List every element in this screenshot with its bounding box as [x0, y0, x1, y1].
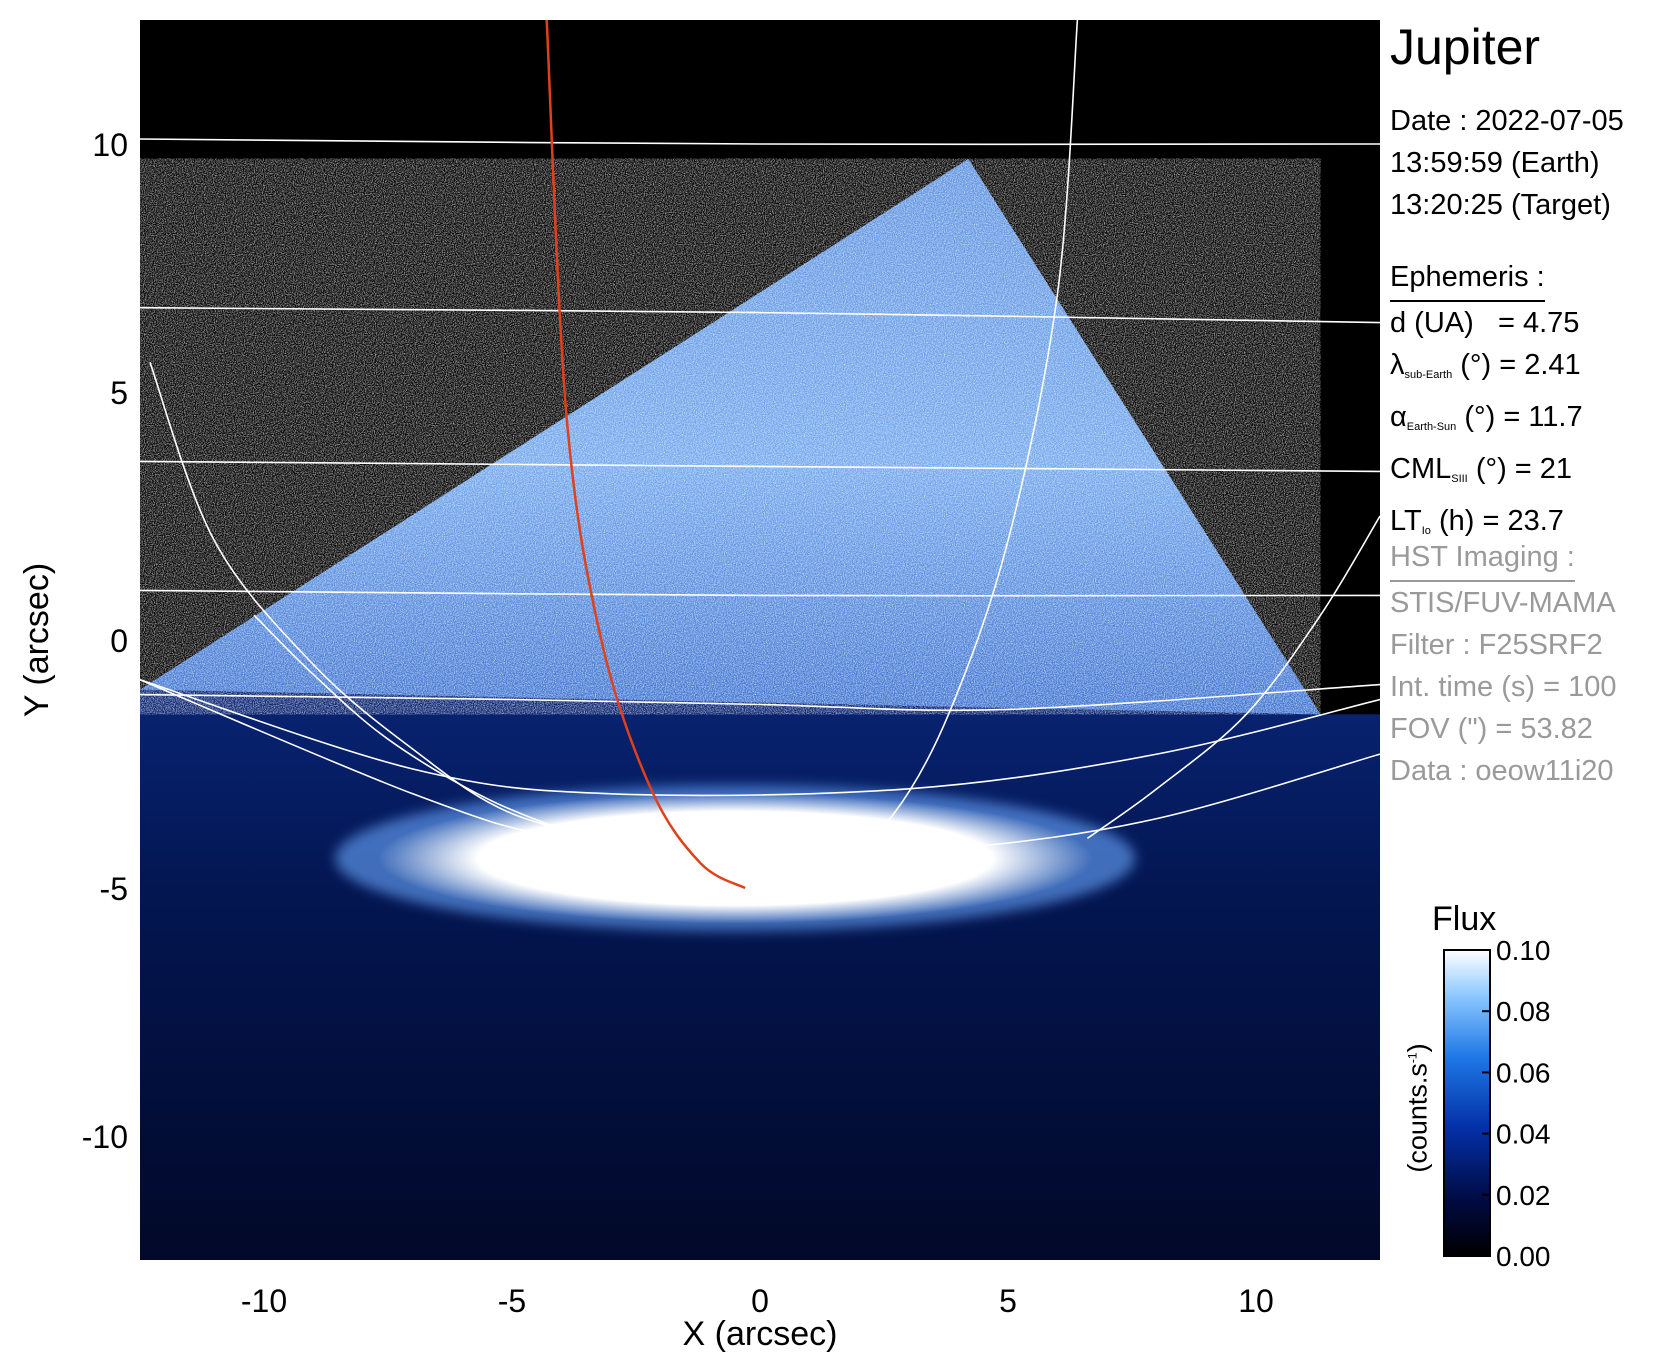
- io-footprint-trace: [545, 20, 746, 890]
- y-tick-label: -10: [82, 1119, 128, 1155]
- colorbar-tick-label: 0.08: [1496, 996, 1551, 1027]
- x-tick-label: 0: [751, 1283, 769, 1319]
- latitude-line-4: [140, 683, 1380, 712]
- central-meridian-longitude: CMLSIII (°) = 21: [1390, 453, 1573, 485]
- target-time: 13:20:25 (Target): [1390, 189, 1611, 221]
- y-tick-label: 5: [110, 375, 128, 411]
- x-axis-ticks: -10 -5 0 5 10: [241, 1283, 1274, 1319]
- latitude-grid: [140, 138, 1380, 860]
- latitude-line-5: [140, 678, 1380, 797]
- x-axis-label: X (arcsec): [683, 1315, 838, 1353]
- distance-line: d (UA) = 4.75: [1390, 307, 1580, 339]
- io-local-time: LTIo (h) = 23.7: [1390, 505, 1564, 537]
- colorbar-tick-label: 0.10: [1496, 935, 1551, 966]
- x-tick-label: -5: [498, 1283, 526, 1319]
- y-tick-label: 0: [110, 623, 128, 659]
- latitude-line-2: [140, 460, 1380, 473]
- sub-earth-latitude: λsub-Earth (°) = 2.41: [1390, 349, 1581, 381]
- latitude-line-1: [140, 306, 1380, 324]
- x-tick-label: 10: [1238, 1283, 1274, 1319]
- latitude-line-6: [140, 678, 1380, 860]
- instrument: STIS/FUV-MAMA: [1390, 587, 1616, 619]
- field-of-view: FOV (") = 53.82: [1390, 713, 1593, 745]
- longitude-grid: [149, 20, 1380, 854]
- colorbar-title: Flux: [1432, 900, 1497, 938]
- filter: Filter : F25SRF2: [1390, 629, 1603, 661]
- hst-block: HST Imaging : STIS/FUV-MAMA Filter : F25…: [1390, 536, 1616, 792]
- y-tick-label: 10: [92, 127, 128, 163]
- longitude-line-3: [1086, 515, 1380, 840]
- dataset-id: Data : oeow11i20: [1390, 755, 1614, 787]
- longitude-line-1: [253, 614, 587, 840]
- colorbar-ticks: 0.10 0.08 0.06 0.04 0.02 0.00: [1482, 935, 1551, 1272]
- colorbar: [1443, 949, 1491, 1257]
- longitude-line-2: [843, 20, 1079, 854]
- x-tick-label: -10: [241, 1283, 287, 1319]
- hst-heading: HST Imaging :: [1390, 536, 1575, 582]
- y-tick-label: -5: [100, 871, 128, 907]
- date-block: Date : 2022-07-05 13:59:59 (Earth) 13:20…: [1390, 100, 1624, 226]
- target-title: Jupiter: [1390, 19, 1541, 75]
- colorbar-tick-label: 0.04: [1496, 1119, 1551, 1150]
- detector-noise: [140, 158, 1321, 715]
- longitude-line-0: [149, 361, 652, 850]
- ephemeris-heading: Ephemeris :: [1390, 256, 1545, 302]
- colorbar-tick-label: 0.00: [1496, 1241, 1551, 1272]
- lower-background-glow: [140, 689, 1380, 1260]
- y-axis-ticks: -10 -5 0 5 10: [82, 127, 128, 1155]
- date-line: Date : 2022-07-05: [1390, 105, 1624, 137]
- colorbar-tick-label: 0.06: [1496, 1057, 1551, 1088]
- latitude-line-3: [140, 589, 1380, 597]
- ephemeris-block: Ephemeris : d (UA) = 4.75 λsub-Earth (°)…: [1390, 256, 1583, 552]
- phase-angle: αEarth-Sun (°) = 11.7: [1390, 401, 1583, 433]
- y-axis-label: Y (arcsec): [18, 563, 56, 717]
- colorbar-tick-label: 0.02: [1496, 1180, 1551, 1211]
- x-tick-label: 5: [999, 1283, 1017, 1319]
- colorbar-unit: (counts.s-1): [1402, 1043, 1433, 1173]
- auroral-oval: [378, 793, 1093, 924]
- earth-time: 13:59:59 (Earth): [1390, 147, 1600, 179]
- integration-time: Int. time (s) = 100: [1390, 671, 1617, 703]
- latitude-line-0: [140, 138, 1380, 146]
